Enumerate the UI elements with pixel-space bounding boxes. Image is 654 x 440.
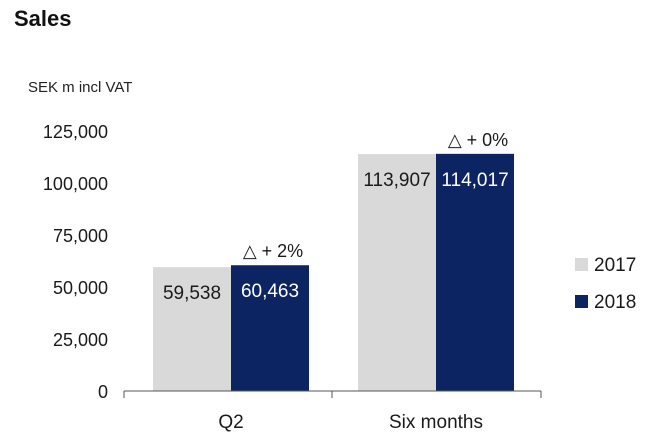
- legend-label: 2018: [594, 292, 636, 313]
- y-tick-label: 125,000: [43, 122, 108, 142]
- legend-swatch-2018: [575, 295, 588, 308]
- bar-value-label: 59,538: [163, 283, 221, 304]
- bar-2018-1: [436, 153, 514, 391]
- y-tick-label: 25,000: [53, 330, 108, 350]
- y-tick-label: 0: [98, 382, 108, 402]
- x-tick-label: Q2: [218, 412, 243, 433]
- bars-group: [153, 153, 514, 391]
- x-axis-ticks: Q2 Six months: [123, 391, 542, 433]
- change-label: △ + 0%: [448, 130, 508, 150]
- legend: 2017 2018: [575, 255, 636, 313]
- legend-label: 2017: [594, 255, 636, 276]
- y-axis-label: SEK m incl VAT: [28, 79, 132, 96]
- bar-value-label: 113,907: [363, 170, 430, 191]
- change-labels: △ + 2% △ + 0%: [243, 130, 508, 261]
- bar-2018-0: [231, 265, 309, 391]
- bar-value-label: 60,463: [241, 281, 299, 302]
- y-tick-label: 100,000: [43, 174, 108, 194]
- chart-title: Sales: [14, 6, 72, 31]
- bar-2017-1: [358, 154, 436, 391]
- y-axis-ticks: 0 25,000 50,000 75,000 100,000 125,000: [43, 122, 108, 402]
- bar-value-labels: 59,538 60,463 113,907 114,017: [163, 170, 509, 304]
- x-tick-label: Six months: [389, 412, 483, 433]
- change-label: △ + 2%: [243, 241, 303, 261]
- legend-swatch-2017: [575, 258, 588, 271]
- bar-2017-0: [153, 267, 231, 391]
- bar-value-label: 114,017: [441, 170, 508, 191]
- y-tick-label: 50,000: [53, 278, 108, 298]
- y-tick-label: 75,000: [53, 226, 108, 246]
